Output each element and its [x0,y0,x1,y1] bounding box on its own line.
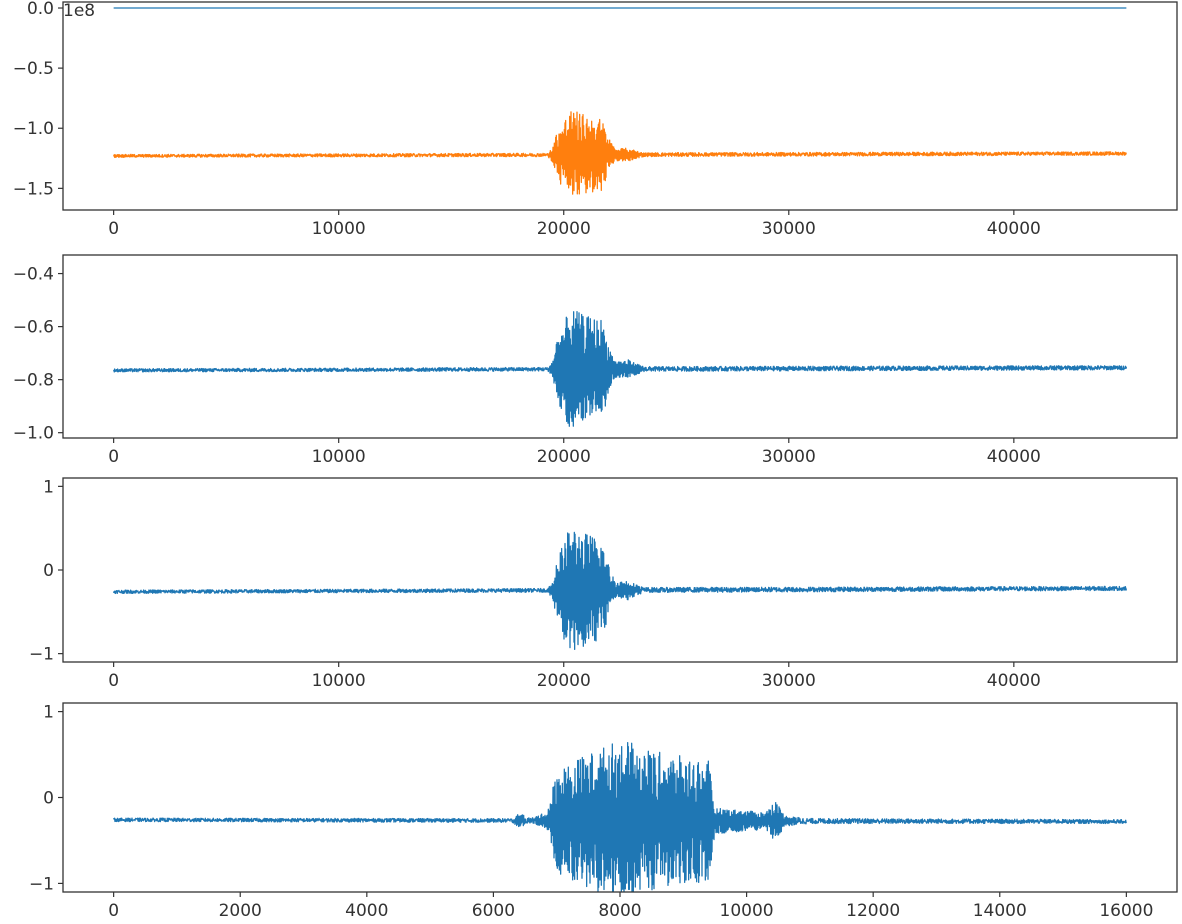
x-tick-label: 0 [108,901,119,921]
x-tick-label: 10000 [312,219,366,239]
x-tick-label: 10000 [312,447,366,467]
y-tick-label: −1.5 [13,179,54,199]
y-tick-label: −0.6 [13,318,54,338]
y-tick-label: −0.8 [13,371,54,391]
x-tick-label: 20000 [537,219,591,239]
series-line-2-1 [113,311,1127,427]
x-tick-label: 2000 [219,901,262,921]
x-tick-label: 20000 [537,447,591,467]
y-tick-label: −0.5 [13,59,54,79]
subplot-4: 0 2000 4000 6000 8000 10000 12000 14000 16000 1 0 −… [29,702,1178,921]
x-tick-label: 30000 [762,219,816,239]
y-tick-label: −1.0 [13,424,54,444]
x-tick-label: 14000 [973,901,1027,921]
y-tick-label: −1 [29,645,54,665]
x-tick-label: 10000 [312,671,366,691]
x-tick-label: 40000 [987,447,1041,467]
x-tick-label: 40000 [987,219,1041,239]
x-tick-label: 40000 [987,671,1041,691]
series-line-3-1 [113,531,1127,651]
x-tick-label: 0 [108,219,119,239]
x-tick-label: 16000 [1099,901,1153,921]
x-tick-label: 30000 [762,447,816,467]
subplot-3: 0 10000 20000 30000 40000 1 0 −1 [29,477,1178,691]
y-tick-label: 1 [43,477,54,497]
series-line-4-1 [113,742,1127,892]
axes-frame [62,477,1178,663]
x-tick-label: 30000 [762,671,816,691]
y-tick-label: 0 [43,789,54,809]
subplot-1: 0 10000 20000 30000 40000 0.0 −0.5 −1.0 −1.5 1e8 [13,0,1178,239]
x-tick-label: 12000 [846,901,900,921]
y-tick-label: −1 [29,874,54,894]
x-tick-label: 8000 [598,901,641,921]
x-tick-label: 0 [108,671,119,691]
y-tick-label: 0.0 [27,0,54,19]
x-tick-label: 10000 [720,901,774,921]
series-line-1-2 [113,111,1127,195]
y-tick-label: 1 [43,703,54,723]
axis-offset-label: 1e8 [63,1,95,21]
y-tick-label: −0.4 [13,265,54,285]
x-tick-label: 4000 [345,901,388,921]
x-tick-label: 6000 [472,901,515,921]
subplot-2: 0 10000 20000 30000 40000 −0.4 −0.6 −0.8 −1.0 [13,254,1178,467]
y-tick-label: −1.0 [13,119,54,139]
x-tick-label: 0 [108,447,119,467]
axes-frame [62,254,1178,439]
y-tick-label: 0 [43,561,54,581]
axes-frame [62,1,1178,211]
x-tick-label: 20000 [537,671,591,691]
